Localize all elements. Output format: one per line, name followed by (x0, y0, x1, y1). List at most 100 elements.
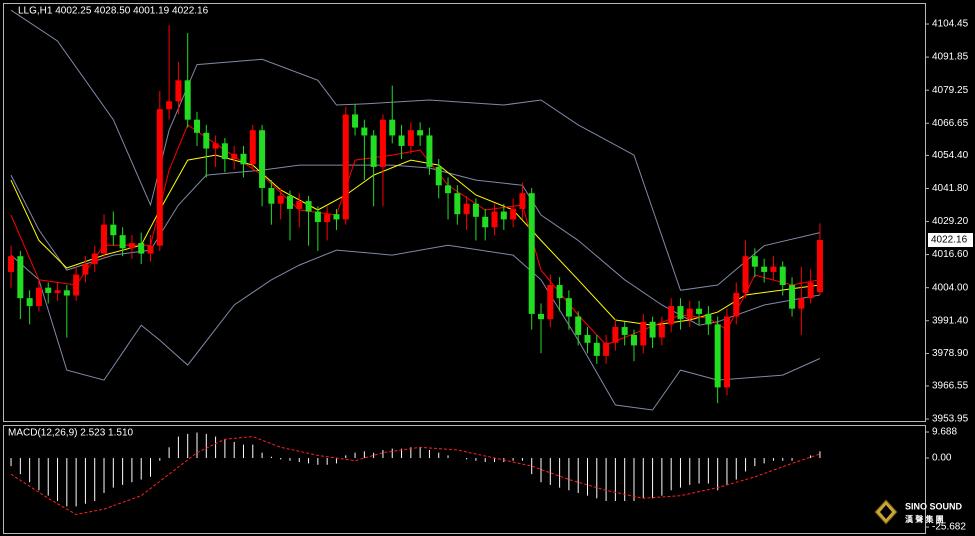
logo-subtitle: 漢 聲 集 團 (905, 514, 944, 524)
candle-body (128, 243, 135, 249)
logo-name: SINO SOUND (905, 501, 963, 511)
candle-body (352, 114, 359, 128)
candle-body (35, 287, 42, 307)
candle-body (584, 334, 591, 343)
y-tick-label: 4091.85 (932, 52, 969, 63)
candle-body (686, 308, 693, 320)
candle-body (361, 127, 368, 136)
candle-body (463, 203, 470, 215)
candle-body (101, 224, 108, 254)
candle-body (212, 143, 219, 149)
candle-body (454, 193, 461, 215)
candle-body (166, 101, 173, 110)
candle-body (733, 292, 740, 317)
candle-body (110, 224, 117, 236)
candle-body (723, 316, 730, 388)
candle-body (640, 321, 647, 346)
candle-body (435, 166, 442, 186)
candle-body (500, 211, 507, 220)
candle-body (82, 264, 89, 275)
candle-body (612, 327, 619, 343)
candle-body (630, 334, 637, 346)
candle-body (119, 235, 126, 249)
candle-body (575, 316, 582, 335)
candle-body (379, 119, 386, 167)
candle-body (156, 109, 163, 246)
candle-body (445, 185, 452, 194)
candle-body (677, 306, 684, 320)
candle-body (342, 114, 349, 220)
candle-body (658, 324, 665, 338)
candle-body (73, 274, 80, 296)
candle-body (519, 193, 526, 209)
candle-body (696, 308, 703, 314)
last-price-box (928, 233, 973, 248)
price-panel-frame (3, 3, 926, 422)
candle-body (8, 256, 15, 272)
y-tick-label: 3991.40 (932, 315, 969, 326)
candle-body (668, 306, 675, 325)
logo: SINO SOUND 漢 聲 集 團 (874, 499, 963, 525)
y-tick-label: 3966.55 (932, 381, 969, 392)
indicator-line (10, 9, 821, 291)
candle-body (770, 266, 777, 272)
y-tick-label: 4079.25 (932, 85, 969, 96)
candle-body (779, 266, 786, 286)
candle-body (714, 324, 721, 388)
candle-body (286, 195, 293, 209)
y-tick-label: 4054.40 (932, 150, 969, 161)
candle-body (556, 285, 563, 299)
y-tick-label: 4004.00 (932, 282, 969, 293)
macd-panel-frame (3, 425, 926, 534)
candle-body (389, 119, 396, 136)
candle-body (277, 195, 284, 204)
candle-body (407, 130, 414, 146)
candle-body (91, 253, 98, 265)
candle-body (528, 193, 535, 314)
candle-body (510, 208, 517, 220)
candle-body (649, 321, 656, 338)
candle-body (417, 130, 424, 136)
candle-body (147, 245, 154, 254)
candle-body (603, 342, 610, 356)
y-tick-label: 0.00 (932, 453, 952, 464)
candle-body (249, 130, 256, 165)
indicator-line (10, 244, 821, 411)
candle-body (593, 342, 600, 356)
candle-body (305, 201, 312, 212)
candle-body (761, 266, 768, 272)
candle-body (324, 214, 331, 223)
logo-mark-inner (880, 505, 892, 519)
y-tick-label: 4066.65 (932, 118, 969, 129)
candle-body (482, 216, 489, 228)
candle-body (54, 290, 61, 293)
chart-title: LLG,H1 4002.25 4028.50 4001.19 4022.16 (18, 6, 209, 17)
candle-body (45, 287, 52, 293)
y-tick-label: 4041.80 (932, 183, 969, 194)
candle-body (398, 135, 405, 146)
candle-body (175, 80, 182, 102)
candle-body (259, 130, 266, 188)
last-price-label: 4022.16 (931, 235, 968, 246)
candle-body (798, 298, 805, 309)
indicator-line (10, 154, 820, 326)
candle-body (621, 327, 628, 335)
candle-body (370, 135, 377, 167)
candle-body (268, 187, 275, 204)
y-tick-label: 4029.20 (932, 216, 969, 227)
candle-body (705, 313, 712, 325)
candle-body (314, 211, 321, 223)
candle-body (138, 243, 145, 254)
candle-body (751, 256, 758, 267)
candle-body (816, 240, 823, 293)
candle-body (742, 256, 749, 293)
candle-body (538, 313, 545, 320)
candle-body (789, 285, 796, 309)
candle-body (296, 201, 303, 209)
candle-body (203, 132, 210, 149)
macd-title: MACD(12,26,9) 2.523 1.510 (8, 428, 134, 439)
candle-body (26, 298, 33, 307)
candle-body (426, 135, 433, 167)
